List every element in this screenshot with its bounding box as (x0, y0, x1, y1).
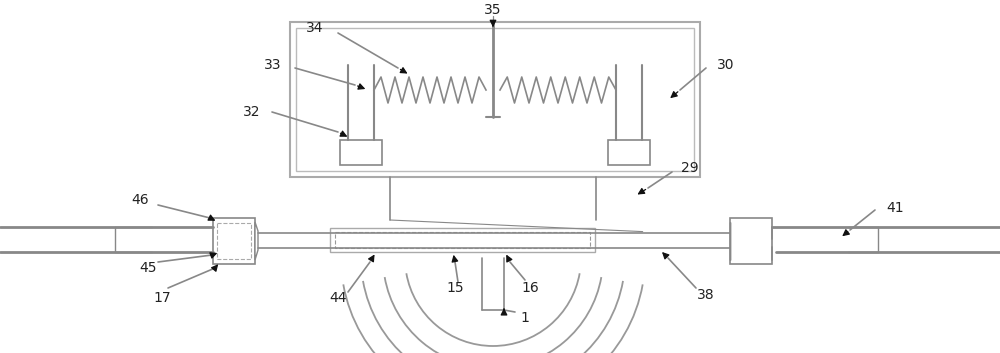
Text: 35: 35 (484, 3, 502, 17)
Bar (296, 28, 694, 171)
Bar (213, 218, 255, 264)
Text: 17: 17 (153, 291, 171, 305)
Text: 30: 30 (717, 58, 735, 72)
Bar (335, 232, 590, 248)
Bar (290, 22, 700, 177)
Text: 38: 38 (697, 288, 715, 302)
Bar (217, 223, 251, 259)
Text: 32: 32 (243, 105, 261, 119)
Bar (730, 218, 772, 264)
Text: 34: 34 (306, 21, 324, 35)
Text: 33: 33 (264, 58, 282, 72)
Text: 16: 16 (521, 281, 539, 295)
Text: 46: 46 (131, 193, 149, 207)
Text: 15: 15 (446, 281, 464, 295)
Text: 29: 29 (681, 161, 699, 175)
Text: 41: 41 (886, 201, 904, 215)
Polygon shape (255, 222, 258, 260)
Bar (340, 140, 382, 165)
Text: 44: 44 (329, 291, 347, 305)
Text: 1: 1 (521, 311, 529, 325)
Bar (608, 140, 650, 165)
Bar (330, 228, 595, 252)
Text: 45: 45 (139, 261, 157, 275)
